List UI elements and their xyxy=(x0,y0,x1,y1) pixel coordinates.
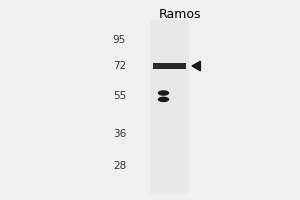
Ellipse shape xyxy=(158,97,169,102)
Text: 72: 72 xyxy=(113,61,126,71)
Polygon shape xyxy=(192,61,200,71)
Text: 55: 55 xyxy=(113,91,126,101)
Bar xyxy=(150,20,189,194)
Ellipse shape xyxy=(158,90,169,96)
Text: Ramos: Ramos xyxy=(159,7,201,21)
Text: 28: 28 xyxy=(113,161,126,171)
Text: 95: 95 xyxy=(113,35,126,45)
Bar xyxy=(153,63,186,69)
Text: 36: 36 xyxy=(113,129,126,139)
